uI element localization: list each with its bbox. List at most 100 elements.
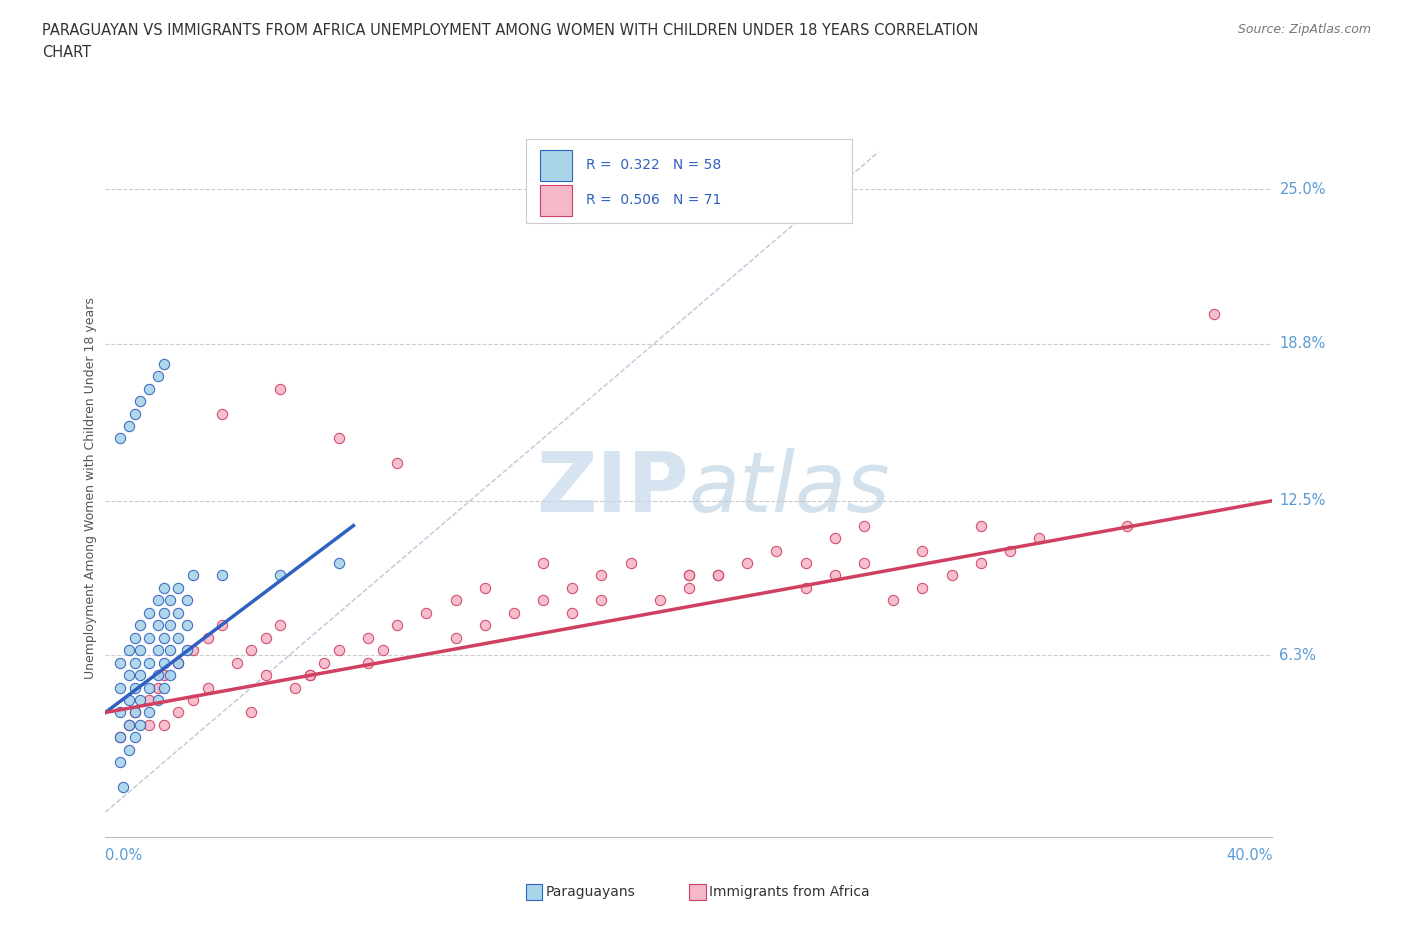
Point <box>152 680 174 695</box>
Point <box>124 631 146 645</box>
Point <box>941 568 963 583</box>
Point <box>254 668 277 683</box>
Point <box>852 518 875 533</box>
Point <box>124 705 146 720</box>
Point <box>969 518 991 533</box>
Point <box>152 631 174 645</box>
Text: Source: ZipAtlas.com: Source: ZipAtlas.com <box>1237 23 1371 36</box>
Point <box>146 668 169 683</box>
Point <box>118 717 141 732</box>
Point <box>794 555 817 570</box>
Point <box>167 656 190 671</box>
Y-axis label: Unemployment Among Women with Children Under 18 years: Unemployment Among Women with Children U… <box>84 298 97 679</box>
Point <box>211 568 233 583</box>
Point <box>314 656 336 671</box>
Point <box>167 656 190 671</box>
Point <box>129 693 152 708</box>
Point <box>181 568 204 583</box>
Point <box>159 643 181 658</box>
Point <box>474 580 496 595</box>
Point <box>129 668 152 683</box>
FancyBboxPatch shape <box>540 185 572 217</box>
Point <box>1028 531 1050 546</box>
Point <box>385 456 408 471</box>
Point <box>108 730 131 745</box>
Point <box>357 656 380 671</box>
Point <box>129 618 152 632</box>
Point <box>197 680 219 695</box>
Text: 0.0%: 0.0% <box>105 848 142 863</box>
Point <box>138 631 160 645</box>
Point <box>678 568 700 583</box>
Text: CHART: CHART <box>42 45 91 60</box>
Point <box>211 406 233 421</box>
Point <box>240 643 263 658</box>
Point <box>357 631 380 645</box>
Point <box>765 543 787 558</box>
Point <box>531 555 554 570</box>
Point <box>385 618 408 632</box>
Point <box>269 381 292 396</box>
Point <box>1202 307 1225 322</box>
Text: ZIP: ZIP <box>537 447 689 529</box>
Point <box>124 705 146 720</box>
Text: PARAGUAYAN VS IMMIGRANTS FROM AFRICA UNEMPLOYMENT AMONG WOMEN WITH CHILDREN UNDE: PARAGUAYAN VS IMMIGRANTS FROM AFRICA UNE… <box>42 23 979 38</box>
Point <box>269 618 292 632</box>
Point <box>138 705 160 720</box>
Point <box>415 605 437 620</box>
Point <box>648 593 671 608</box>
Point <box>118 668 141 683</box>
Point <box>118 418 141 433</box>
Point <box>152 580 174 595</box>
Point <box>824 531 846 546</box>
Text: 18.8%: 18.8% <box>1279 337 1326 352</box>
Point <box>152 605 174 620</box>
Point <box>167 580 190 595</box>
Point <box>707 568 730 583</box>
Point <box>146 643 169 658</box>
Point <box>298 668 321 683</box>
Point <box>328 555 350 570</box>
Point <box>269 568 292 583</box>
Point <box>852 555 875 570</box>
Point <box>619 555 641 570</box>
Point <box>882 593 904 608</box>
Point <box>129 717 152 732</box>
Point <box>138 680 160 695</box>
Point <box>152 656 174 671</box>
Point <box>129 393 152 408</box>
Point <box>737 555 759 570</box>
Point <box>181 693 204 708</box>
Point <box>108 755 131 770</box>
Text: R =  0.506   N = 71: R = 0.506 N = 71 <box>586 193 721 207</box>
Point <box>152 356 174 371</box>
Point <box>474 618 496 632</box>
Point <box>197 631 219 645</box>
Point <box>146 618 169 632</box>
FancyBboxPatch shape <box>540 150 572 181</box>
Point <box>124 730 146 745</box>
Point <box>176 643 198 658</box>
Point <box>129 643 152 658</box>
Text: Paraguayans: Paraguayans <box>546 884 636 899</box>
Point <box>298 668 321 683</box>
Point <box>444 593 467 608</box>
Point <box>240 705 263 720</box>
Point <box>124 680 146 695</box>
Point <box>138 381 160 396</box>
Point <box>146 693 169 708</box>
Point <box>118 717 141 732</box>
Point <box>678 580 700 595</box>
Point <box>108 730 131 745</box>
Text: R =  0.322   N = 58: R = 0.322 N = 58 <box>586 158 721 172</box>
Point <box>159 593 181 608</box>
Point <box>181 643 204 658</box>
Point <box>444 631 467 645</box>
Point <box>998 543 1021 558</box>
Point <box>152 717 174 732</box>
Point <box>824 568 846 583</box>
Point <box>152 668 174 683</box>
Point <box>108 431 131 445</box>
Point <box>138 605 160 620</box>
Point <box>108 656 131 671</box>
